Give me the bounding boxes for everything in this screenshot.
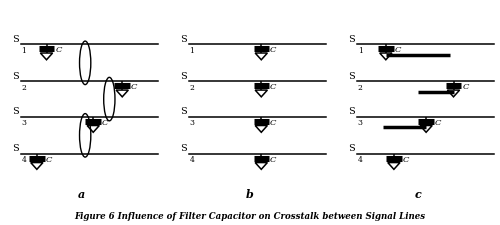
Text: C: C [270,118,276,126]
Text: C: C [46,155,52,163]
Text: C: C [102,118,108,126]
Text: Figure 6 Influence of Filter Capacitor on Crosstalk between Signal Lines: Figure 6 Influence of Filter Capacitor o… [74,212,426,220]
Text: 4: 4 [22,156,26,164]
Text: S: S [180,72,187,80]
Text: 1: 1 [190,47,194,55]
Text: C: C [270,46,276,54]
Text: 4: 4 [358,156,362,164]
Text: C: C [403,155,409,163]
Text: S: S [12,144,19,153]
Text: S: S [180,35,187,43]
Text: S: S [348,107,355,116]
Text: 2: 2 [22,84,26,92]
Text: 2: 2 [190,84,194,92]
Text: S: S [180,144,187,153]
Text: 4: 4 [190,156,194,164]
Text: C: C [435,118,442,126]
Text: C: C [56,46,62,54]
Text: C: C [131,83,138,91]
Text: 1: 1 [22,47,26,55]
Text: 3: 3 [190,119,194,127]
Text: S: S [348,35,355,43]
Text: S: S [12,35,19,43]
Text: 3: 3 [22,119,26,127]
Text: S: S [348,144,355,153]
Text: c: c [414,188,422,199]
Text: 1: 1 [358,47,362,55]
Text: S: S [180,107,187,116]
Text: C: C [462,83,468,91]
Text: C: C [394,46,401,54]
Text: C: C [270,83,276,91]
Text: 3: 3 [358,119,362,127]
Text: S: S [12,72,19,80]
Text: C: C [270,155,276,163]
Text: S: S [12,107,19,116]
Text: b: b [246,188,254,199]
Text: S: S [348,72,355,80]
Text: 2: 2 [358,84,362,92]
Text: a: a [78,188,86,199]
